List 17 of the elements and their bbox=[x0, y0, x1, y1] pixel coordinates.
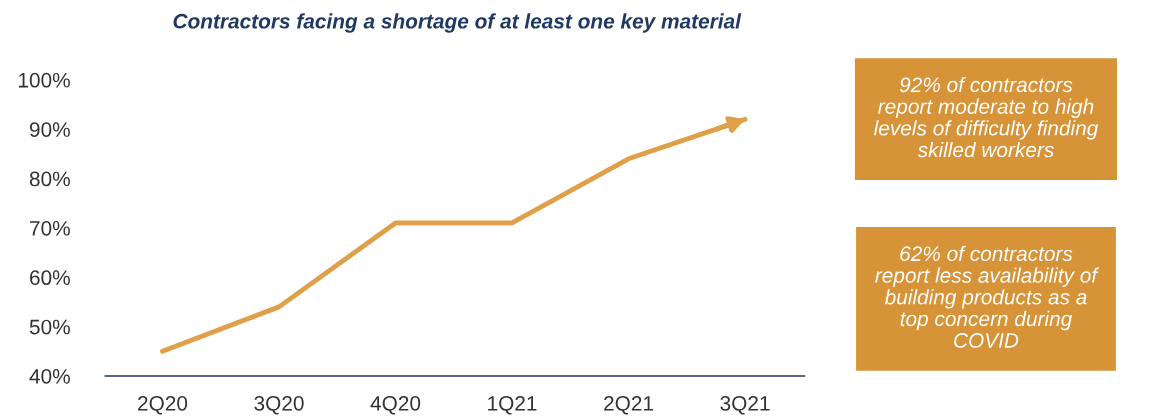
y-tick-label: 70% bbox=[30, 220, 70, 236]
y-tick-label: 90% bbox=[29, 122, 70, 137]
x-tick-label: 3Q20 bbox=[254, 395, 304, 415]
line-series bbox=[160, 116, 748, 354]
y-tick-label: 100% bbox=[18, 72, 70, 88]
y-tick-label: 40% bbox=[29, 368, 70, 384]
x-tick-label: 2Q20 bbox=[138, 395, 188, 415]
text: 92% of contractors report moderate to high levels of difficulty finding skilled workers bbox=[874, 76, 1099, 158]
y-tick-label: 80% bbox=[29, 171, 70, 187]
x-tick-label: 4Q20 bbox=[370, 395, 421, 415]
y-tick-label: 60% bbox=[30, 270, 70, 286]
x-tick-label: 1Q21 bbox=[488, 395, 537, 415]
chart-title: Contractors facing a shortage of at least one key material bbox=[173, 13, 742, 33]
y-tick-label: 50% bbox=[29, 319, 70, 335]
text: 62% of contractors report less availability of building products as a top concern during COVID bbox=[875, 245, 1099, 348]
x-tick-label: 2Q21 bbox=[604, 395, 654, 415]
x-tick-label: 3Q21 bbox=[720, 395, 770, 415]
